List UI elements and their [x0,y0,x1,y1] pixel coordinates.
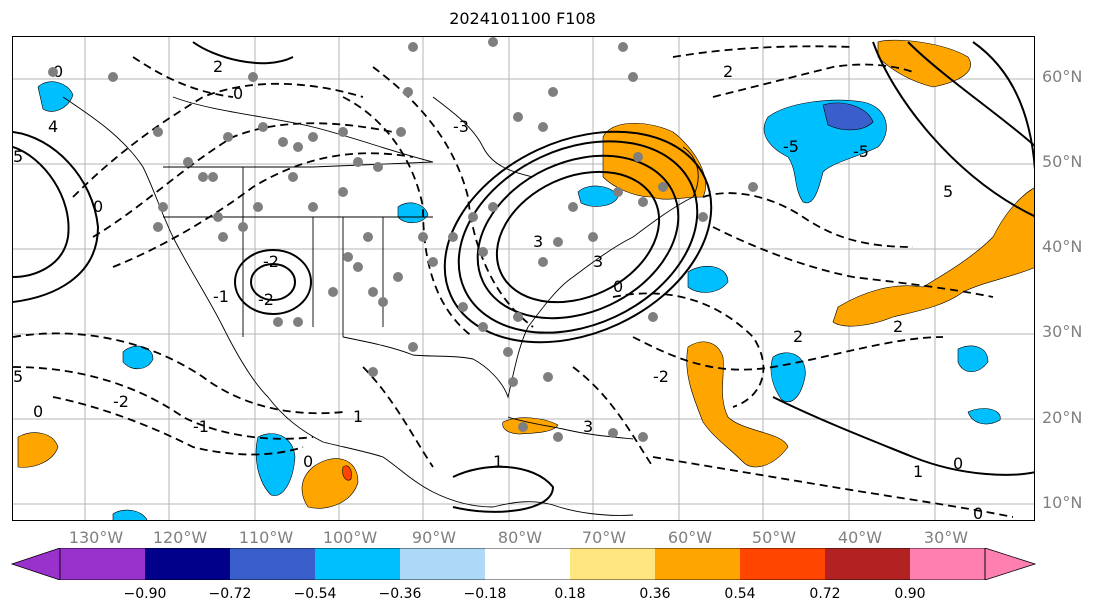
colorbar-bin [740,548,825,580]
colorbar-bin [60,548,145,580]
lat-label-20n: 20°N [1042,408,1083,427]
station-dots [48,37,758,442]
colorbar-tick: 0.72 [809,586,841,602]
lat-label-60n: 60°N [1042,67,1083,86]
colorbar-bin [315,548,400,580]
colorbar-bin [570,548,655,580]
lon-label-70w: 70°W [581,528,627,547]
colorbar-tick: −0.36 [378,586,422,602]
blue-region-subtropical-4 [967,408,1001,425]
colorbar-extend-high [984,548,1037,580]
colorbar-bin [485,548,570,580]
contour-label: 5 [13,147,23,166]
colorbar-bin [910,548,985,580]
map-svg: 0 2 0 -3 2 -5 -5 5 4 5 0 -2 -2 -1 3 3 0 … [13,37,1034,521]
contour-label: 4 [48,117,58,136]
contour-label: 0 [953,454,963,473]
contour-label: 2 [213,57,223,76]
contour-label: -2 [113,392,129,411]
blue-region-subtropical-2 [770,352,806,403]
blue-region-central-atlantic-core [822,102,874,131]
colorbar-bin [400,548,485,580]
colorbar-bin [145,548,230,580]
contour-label: 3 [533,232,543,251]
contour-label: 0 [33,402,43,421]
blue-region-pacific-mexico [255,433,296,496]
contour-label: -5 [783,137,799,156]
lon-label-100w: 100°W [322,528,378,547]
colorbar-tick: −0.72 [208,586,252,602]
contour-label: 2 [793,327,803,346]
colorbar-extend-low [10,548,61,580]
contour-label: -2 [653,367,669,386]
contour-label: -1 [193,417,209,436]
contour-label: 1 [353,407,363,426]
contour-label: 0 [613,277,623,296]
lat-label-10n: 10°N [1042,493,1083,512]
lon-label-60w: 60°W [667,528,713,547]
contour-label: -2 [263,252,279,271]
orange-region-caribbean [502,417,559,435]
colorbar-tick: 0.36 [639,586,671,602]
lon-label-120w: 120°W [152,528,208,547]
lon-label-30w: 30°W [923,528,969,547]
lon-label-50w: 50°W [751,528,797,547]
contours-solid [13,41,1034,513]
colorbar-bin [825,548,910,580]
contour-label: 0 [233,84,243,103]
contour-label: 0 [53,62,63,81]
colorbar-tick: 0.18 [554,586,586,602]
contour-label: 1 [493,452,503,471]
contour-label: 0 [973,504,983,521]
colorbar-tick: −0.90 [123,586,167,602]
contour-label: 5 [13,367,23,386]
lon-label-80w: 80°W [497,528,543,547]
blue-region-alaska [37,81,74,112]
contour-label: 1 [913,462,923,481]
blue-region-bottom-left [112,509,148,520]
contour-label: 3 [583,417,593,436]
contour-label: 2 [893,317,903,336]
colorbar-tick: 0.54 [724,586,756,602]
contour-label: 3 [593,252,603,271]
blue-region-subtropical-3 [957,345,989,373]
coastlines [62,96,699,516]
lon-label-110w: 110°W [238,528,294,547]
blue-region-canada-east [577,185,619,207]
orange-region-eastern-atlantic [832,187,1034,327]
contour-label: 5 [943,182,953,201]
colorbar-tick: −0.54 [293,586,337,602]
contour-label-group: 0 2 0 -3 2 -5 -5 5 4 5 0 -2 -2 -1 3 3 0 … [13,57,983,521]
graticule [13,37,1034,520]
colorbar [10,548,1037,580]
red-dot-mexico [342,465,352,481]
blue-region-subtropical-1 [687,265,729,293]
blue-region-great-lakes [397,202,429,224]
contour-label: -2 [258,290,274,309]
colorbar-bin [655,548,740,580]
contour-label: -5 [853,142,869,161]
lon-label-40w: 40°W [837,528,883,547]
lon-label-90w: 90°W [411,528,457,547]
lat-label-40n: 40°N [1042,237,1083,256]
contour-label: -3 [453,117,469,136]
colorbar-bin [230,548,315,580]
colorbar-tick: 0.90 [894,586,926,602]
lat-label-50n: 50°N [1042,152,1083,171]
orange-region-pacific-west [17,432,59,468]
blue-region-pacific-small [122,345,154,370]
contour-label: 0 [93,197,103,216]
chart-title: 2024101100 F108 [449,9,596,28]
lat-label-30n: 30°N [1042,322,1083,341]
map-panel[interactable]: 0 2 0 -3 2 -5 -5 5 4 5 0 -2 -2 -1 3 3 0 … [12,36,1035,521]
lon-label-130w: 130°W [68,528,124,547]
colorbar-tick: −0.18 [463,586,507,602]
contour-label: -1 [213,287,229,306]
orange-region-subtropical [686,341,789,468]
shaded-regions [17,39,1034,520]
contour-label: 2 [723,62,733,81]
contour-label: 0 [303,452,313,471]
